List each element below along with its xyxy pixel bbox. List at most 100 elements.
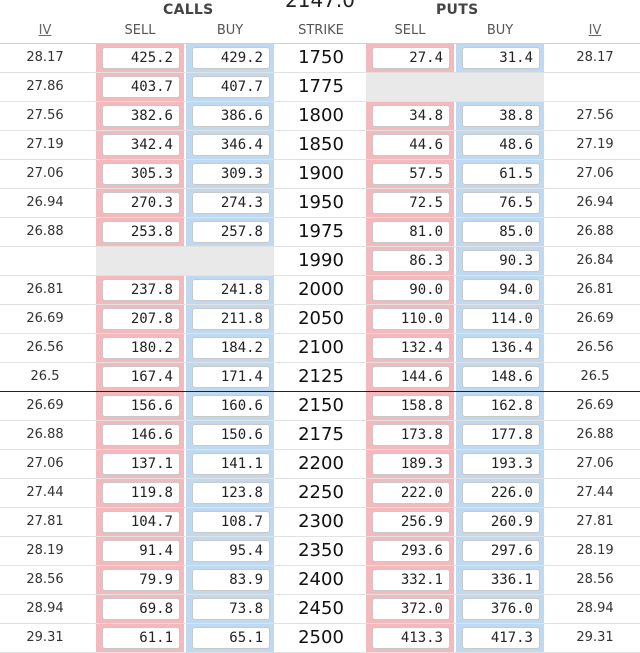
put-buy-price[interactable]: 61.5 — [462, 163, 540, 185]
put-buy-price[interactable]: 114.0 — [462, 308, 540, 330]
call-sell-price[interactable]: 180.2 — [102, 337, 180, 359]
call-iv-header[interactable]: IV — [38, 23, 52, 38]
put-sell-price[interactable]: 110.0 — [372, 308, 450, 330]
put-buy-price[interactable]: 177.8 — [462, 424, 540, 446]
strike-value: 2200 — [298, 453, 344, 474]
call-sell-price[interactable]: 382.6 — [102, 105, 180, 127]
call-sell-price[interactable]: 403.7 — [102, 76, 180, 98]
strike-value: 2000 — [298, 279, 344, 300]
call-buy-price[interactable]: 386.6 — [192, 105, 270, 127]
call-sell-price[interactable]: 425.2 — [102, 47, 180, 69]
put-buy-price[interactable]: 376.0 — [462, 598, 540, 620]
put-sell-price[interactable]: 332.1 — [372, 569, 450, 591]
call-sell-price[interactable]: 270.3 — [102, 192, 180, 214]
strike-row: 27.06 137.1 141.1 2200 189.3 193.3 27.06 — [0, 450, 640, 479]
call-sell-price[interactable]: 156.6 — [102, 395, 180, 417]
call-buy-price[interactable]: 184.2 — [192, 337, 270, 359]
call-buy-price[interactable]: 73.8 — [192, 598, 270, 620]
call-sell-price[interactable]: 119.8 — [102, 482, 180, 504]
put-unavailable-cell — [366, 73, 544, 101]
put-sell-price[interactable]: 57.5 — [372, 163, 450, 185]
call-iv-value: 29.31 — [26, 630, 64, 645]
put-sell-price[interactable]: 34.8 — [372, 105, 450, 127]
put-buy-price[interactable]: 90.3 — [462, 250, 540, 272]
call-buy-price[interactable]: 241.8 — [192, 279, 270, 301]
put-iv-header[interactable]: IV — [588, 23, 602, 38]
put-iv-value: 26.69 — [576, 398, 614, 413]
strike-value: 2500 — [298, 627, 344, 648]
call-buy-price[interactable]: 65.1 — [192, 627, 270, 649]
put-buy-price[interactable]: 48.6 — [462, 134, 540, 156]
call-buy-price[interactable]: 150.6 — [192, 424, 270, 446]
call-sell-price[interactable]: 342.4 — [102, 134, 180, 156]
put-buy-price[interactable]: 417.3 — [462, 627, 540, 649]
put-buy-price[interactable]: 297.6 — [462, 540, 540, 562]
strike-row: 26.81 237.8 241.8 2000 90.0 94.0 26.81 — [0, 276, 640, 305]
call-sell-price[interactable]: 69.8 — [102, 598, 180, 620]
put-sell-price[interactable]: 256.9 — [372, 511, 450, 533]
put-buy-price[interactable]: 76.5 — [462, 192, 540, 214]
call-sell-price[interactable]: 167.4 — [102, 366, 180, 388]
put-buy-price[interactable]: 38.8 — [462, 105, 540, 127]
put-sell-price[interactable]: 413.3 — [372, 627, 450, 649]
put-sell-price[interactable]: 189.3 — [372, 453, 450, 475]
call-iv-value: 27.19 — [26, 137, 64, 152]
put-sell-price[interactable]: 90.0 — [372, 279, 450, 301]
call-buy-price[interactable]: 257.8 — [192, 221, 270, 243]
put-sell-header: SELL — [394, 23, 426, 38]
strike-value: 1900 — [298, 163, 344, 184]
call-sell-price[interactable]: 61.1 — [102, 627, 180, 649]
put-sell-price[interactable]: 173.8 — [372, 424, 450, 446]
put-buy-price[interactable]: 193.3 — [462, 453, 540, 475]
put-buy-price[interactable]: 136.4 — [462, 337, 540, 359]
put-buy-price[interactable]: 94.0 — [462, 279, 540, 301]
put-buy-price[interactable]: 85.0 — [462, 221, 540, 243]
call-buy-price[interactable]: 429.2 — [192, 47, 270, 69]
call-buy-price[interactable]: 123.8 — [192, 482, 270, 504]
call-sell-price[interactable]: 146.6 — [102, 424, 180, 446]
put-sell-price[interactable]: 72.5 — [372, 192, 450, 214]
call-buy-price[interactable]: 95.4 — [192, 540, 270, 562]
call-buy-price[interactable]: 211.8 — [192, 308, 270, 330]
put-sell-price[interactable]: 372.0 — [372, 598, 450, 620]
call-buy-price[interactable]: 171.4 — [192, 366, 270, 388]
call-sell-price[interactable]: 253.8 — [102, 221, 180, 243]
put-buy-price[interactable]: 162.8 — [462, 395, 540, 417]
put-sell-price[interactable]: 222.0 — [372, 482, 450, 504]
put-buy-price[interactable]: 226.0 — [462, 482, 540, 504]
call-sell-price[interactable]: 237.8 — [102, 279, 180, 301]
call-buy-price[interactable]: 83.9 — [192, 569, 270, 591]
put-sell-price[interactable]: 86.3 — [372, 250, 450, 272]
put-sell-price[interactable]: 293.6 — [372, 540, 450, 562]
call-sell-price[interactable]: 207.8 — [102, 308, 180, 330]
put-sell-price[interactable]: 158.8 — [372, 395, 450, 417]
call-buy-price[interactable]: 407.7 — [192, 76, 270, 98]
call-buy-price[interactable]: 274.3 — [192, 192, 270, 214]
put-iv-value: 28.56 — [576, 572, 614, 587]
put-iv-value: 27.81 — [576, 514, 614, 529]
put-iv-value: 27.06 — [576, 166, 614, 181]
put-buy-price[interactable]: 336.1 — [462, 569, 540, 591]
call-buy-price[interactable]: 141.1 — [192, 453, 270, 475]
put-sell-price[interactable]: 81.0 — [372, 221, 450, 243]
call-sell-header: SELL — [124, 23, 156, 38]
call-sell-price[interactable]: 91.4 — [102, 540, 180, 562]
put-buy-price[interactable]: 148.6 — [462, 366, 540, 388]
put-iv-value: 26.69 — [576, 311, 614, 326]
call-buy-price[interactable]: 108.7 — [192, 511, 270, 533]
call-sell-price[interactable]: 104.7 — [102, 511, 180, 533]
put-sell-price[interactable]: 132.4 — [372, 337, 450, 359]
call-buy-price[interactable]: 309.3 — [192, 163, 270, 185]
call-buy-price[interactable]: 346.4 — [192, 134, 270, 156]
call-sell-price[interactable]: 137.1 — [102, 453, 180, 475]
put-sell-price[interactable]: 144.6 — [372, 366, 450, 388]
call-buy-header: BUY — [216, 23, 244, 38]
call-sell-price[interactable]: 79.9 — [102, 569, 180, 591]
put-sell-price[interactable]: 44.6 — [372, 134, 450, 156]
put-buy-price[interactable]: 31.4 — [462, 47, 540, 69]
call-sell-price[interactable]: 305.3 — [102, 163, 180, 185]
put-sell-price[interactable]: 27.4 — [372, 47, 450, 69]
call-buy-price[interactable]: 160.6 — [192, 395, 270, 417]
put-buy-price[interactable]: 260.9 — [462, 511, 540, 533]
